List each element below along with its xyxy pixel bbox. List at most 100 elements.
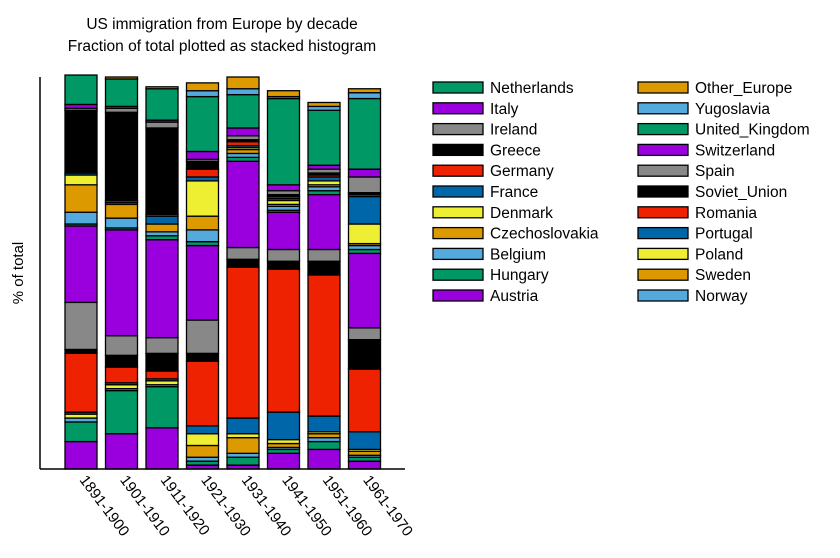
legend-item-hungary: Hungary	[432, 267, 549, 284]
legend-swatch	[637, 164, 689, 177]
bar-segment-soviet-union	[145, 127, 179, 215]
bar-segment-france	[347, 431, 382, 451]
legend-swatch	[432, 102, 484, 115]
legend-item-austria: Austria	[432, 288, 539, 305]
bar-segment-austria	[64, 440, 98, 470]
bar-stack-1911-1920	[145, 86, 179, 470]
legend-swatch	[432, 289, 484, 302]
legend-label: Denmark	[490, 205, 553, 222]
legend-swatch	[432, 268, 484, 281]
bar-segment-soviet-union	[185, 160, 220, 170]
bar-segment-czechoslovakia	[226, 436, 260, 454]
bar-segment-spain	[145, 121, 179, 129]
bar-segment-yugoslavia	[185, 90, 220, 98]
bar-segment-other-europe	[226, 76, 260, 90]
legend-item-italy: Italy	[432, 101, 519, 118]
bar-segment-united-kingdom	[64, 74, 98, 106]
bar-segment-hungary	[307, 440, 341, 451]
bar-segment-other-europe	[307, 101, 341, 108]
legend-item-switzerland: Switzerland	[637, 142, 775, 159]
legend-swatch	[637, 289, 689, 302]
legend-item-ireland: Ireland	[432, 122, 537, 139]
bar-segment-yugoslavia	[347, 92, 382, 100]
axes	[39, 77, 405, 470]
bar-segment-switzerland	[347, 168, 382, 178]
bar-segment-switzerland	[226, 127, 260, 137]
legend-label: Germany	[490, 163, 554, 180]
legend-label: Yugoslavia	[695, 101, 770, 118]
legend-label: Portugal	[695, 226, 753, 243]
bar-segment-united-kingdom	[226, 93, 260, 129]
bar-segment-spain	[347, 176, 382, 194]
legend-item-netherlands: Netherlands	[432, 80, 574, 97]
bar-segment-italy	[64, 225, 98, 304]
legend-label: Switzerland	[695, 142, 775, 159]
legend-swatch	[432, 206, 484, 219]
bar-segment-sweden	[145, 223, 179, 233]
bar-segment-poland	[347, 223, 382, 245]
legend-swatch	[432, 81, 484, 94]
legend-item-germany: Germany	[432, 163, 554, 180]
bar-segment-italy	[145, 239, 179, 339]
bar-segment-germany	[64, 352, 98, 413]
legend-item-romania: Romania	[637, 205, 757, 222]
bar-segment-hungary	[104, 389, 139, 435]
bar-segment-austria	[266, 452, 301, 470]
bar-segment-united-kingdom	[104, 78, 139, 108]
bar-segment-germany	[307, 274, 341, 417]
bar-segment-yugoslavia	[226, 88, 260, 96]
bar-segment-germany	[266, 268, 301, 413]
legend-label: Ireland	[490, 122, 537, 139]
bar-segment-other-europe	[266, 90, 301, 98]
legend-label: Soviet_Union	[695, 184, 787, 201]
bar-segment-hungary	[226, 456, 260, 466]
legend-item-denmark: Denmark	[432, 205, 553, 222]
legend-label: Greece	[490, 142, 541, 159]
bar-segment-greece	[266, 260, 301, 270]
bar-segment-ireland	[266, 248, 301, 262]
legend-label: Netherlands	[490, 80, 574, 97]
bar-segment-switzerland	[185, 150, 220, 160]
bar-segment-hungary	[64, 421, 98, 443]
legend-swatch	[637, 122, 689, 136]
bar-stack-1961-1970	[347, 88, 382, 470]
bar-segment-italy	[226, 160, 260, 249]
legend-swatch	[637, 185, 689, 198]
chart-subtitle: Fraction of total plotted as stacked his…	[68, 38, 376, 55]
bar-segment-austria	[307, 448, 341, 470]
bar-segment-ireland	[104, 335, 139, 356]
bar-segment-ireland	[307, 248, 341, 262]
chart-title: US immigration from Europe by decade	[86, 16, 357, 33]
legend-item-yugoslavia: Yugoslavia	[637, 101, 770, 118]
bar-segment-austria	[347, 460, 382, 470]
legend-swatch	[637, 206, 689, 219]
legend-item-poland: Poland	[637, 246, 743, 263]
bar-segment-germany	[347, 368, 382, 433]
legend-swatch	[637, 143, 689, 157]
legend-label: United_Kingdom	[695, 122, 810, 139]
bar-segment-portugal	[347, 195, 382, 225]
bar-segment-austria	[104, 433, 139, 470]
legend-item-united-kingdom: United_Kingdom	[637, 122, 810, 139]
bar-segment-united-kingdom	[307, 109, 341, 166]
legend-label: Spain	[695, 163, 735, 180]
bar-segment-poland	[185, 180, 220, 217]
bar-segment-greece	[185, 352, 220, 362]
legend-swatch	[432, 122, 484, 136]
bar-segment-other-europe	[347, 88, 382, 94]
bar-segment-italy	[347, 252, 382, 329]
legend: Netherlands Italy Ireland Greece Germany Fran…	[432, 80, 810, 305]
bar-segment-italy	[104, 229, 139, 337]
bar-segment-france	[266, 411, 301, 441]
bar-segment-united-kingdom	[266, 97, 301, 186]
bar-segment-italy	[307, 193, 341, 251]
legend-label: Italy	[490, 101, 519, 118]
legend-label: Hungary	[490, 267, 549, 284]
legend-swatch	[432, 164, 484, 177]
bar-segment-ireland	[185, 319, 220, 355]
bar-segment-germany	[145, 370, 179, 380]
legend-swatch	[637, 247, 689, 261]
bar-segment-norway	[185, 229, 220, 243]
bar-segment-sweden	[104, 203, 139, 219]
legend-item-spain: Spain	[637, 163, 735, 180]
